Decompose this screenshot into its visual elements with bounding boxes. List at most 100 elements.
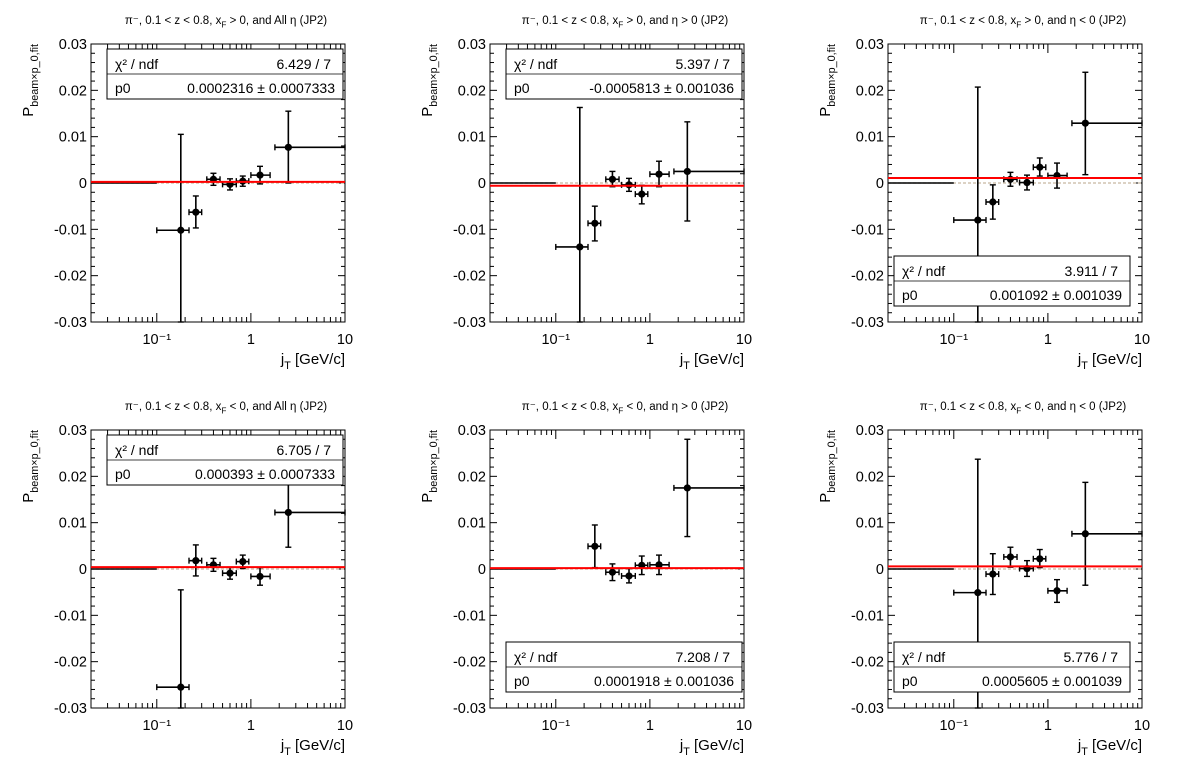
x-tick-label: 10⁻¹	[541, 718, 570, 734]
y-tick-label: 0.01	[59, 130, 87, 146]
data-point-group	[1032, 157, 1047, 177]
y-tick-label: 0.02	[856, 469, 884, 485]
x-axis-label: jT [GeV/c]	[1077, 351, 1142, 372]
stats-p0-value: 0.0002316 ± 0.0007333	[187, 80, 335, 96]
data-point	[177, 226, 185, 234]
data-point-group	[555, 106, 589, 323]
y-tick-label: -0.01	[851, 608, 884, 624]
data-point-group	[221, 566, 238, 580]
stats-p0-value: 0.0005605 ± 0.001039	[982, 673, 1122, 689]
x-tick-label: 10⁻¹	[939, 332, 968, 348]
stats-chi2-value: 7.208 / 7	[676, 649, 731, 665]
x-tick-label: 10	[1134, 718, 1150, 734]
y-tick-label: -0.02	[851, 269, 884, 285]
data-point-group	[985, 184, 1000, 220]
data-point-group	[985, 553, 1000, 596]
chart-panel: π⁻, 0.1 < z < 0.8, xF > 0, and η < 0 (JP…	[817, 15, 1150, 372]
data-point	[1036, 555, 1044, 563]
data-point-group	[649, 554, 670, 576]
data-point	[1006, 175, 1015, 183]
stats-p0-value: -0.0005813 ± 0.001036	[589, 80, 734, 96]
stats-box: χ² / ndf 6.705 / 7 p0 0.000393 ± 0.0007333	[106, 434, 344, 486]
data-point-group	[156, 133, 190, 323]
stats-chi2-value: 3.911 / 7	[1065, 263, 1119, 279]
y-tick-label: -0.01	[851, 222, 884, 238]
data-point-group	[1047, 162, 1068, 189]
data-point	[608, 175, 617, 183]
x-tick-label: 10⁻¹	[541, 332, 570, 348]
data-point	[576, 243, 584, 251]
data-point	[655, 561, 663, 569]
y-tick-label: 0	[478, 176, 486, 192]
stats-box: χ² / ndf 7.208 / 7 p0 0.0001918 ± 0.001036	[505, 641, 743, 693]
data-point-group	[634, 184, 649, 205]
data-point-group	[1003, 171, 1018, 187]
y-tick-label: 0.02	[59, 469, 87, 485]
y-tick-label: -0.03	[54, 315, 87, 331]
stats-chi2-value: 6.429 / 7	[277, 56, 332, 72]
y-axis-label-group: Pbeam×p_0,fit	[817, 430, 838, 503]
stats-p0-value: 0.0001918 ± 0.001036	[594, 673, 734, 689]
y-tick-label: -0.03	[851, 701, 884, 717]
chart-title: π⁻, 0.1 < z < 0.8, xF < 0, and η > 0 (JP…	[522, 401, 729, 416]
data-point	[284, 143, 292, 151]
y-tick-label: 0.03	[59, 37, 87, 53]
stats-chi2-label: χ² / ndf	[115, 56, 158, 72]
data-point-group	[587, 524, 602, 569]
y-tick-label: -0.02	[54, 655, 87, 671]
y-tick-label: 0	[876, 176, 884, 192]
data-point	[683, 484, 691, 492]
data-point	[989, 570, 997, 578]
data-point-group	[1018, 559, 1035, 578]
y-tick-label: 0.02	[59, 83, 87, 99]
data-point-group	[673, 438, 745, 538]
y-tick-label: 0	[876, 562, 884, 578]
stats-chi2-label: χ² / ndf	[514, 649, 557, 665]
data-point-group	[649, 160, 670, 188]
y-tick-label: -0.01	[453, 222, 486, 238]
x-tick-label: 1	[646, 332, 654, 348]
y-axis-label-group: Pbeam×p_0,fit	[20, 44, 41, 117]
y-tick-label: 0.01	[856, 516, 884, 532]
y-tick-label: 0.01	[856, 130, 884, 146]
data-point-group	[1047, 578, 1068, 604]
stats-chi2-label: χ² / ndf	[115, 442, 158, 458]
y-axis-label: Pbeam×p_0,fit	[20, 430, 41, 503]
data-point-group	[620, 567, 637, 584]
y-tick-label: 0.02	[458, 469, 486, 485]
chart-title: π⁻, 0.1 < z < 0.8, xF < 0, and All η (JP…	[125, 401, 327, 416]
stats-p0-value: 0.000393 ± 0.0007333	[195, 466, 335, 482]
chart-panel: π⁻, 0.1 < z < 0.8, xF > 0, and η > 0 (JP…	[419, 15, 752, 372]
data-point	[638, 190, 646, 198]
x-tick-label: 1	[247, 718, 255, 734]
x-tick-label: 1	[247, 332, 255, 348]
y-tick-label: 0.03	[458, 37, 486, 53]
y-tick-label: 0.01	[59, 516, 87, 532]
x-tick-label: 10⁻¹	[939, 718, 968, 734]
data-point	[974, 589, 982, 597]
x-tick-label: 10⁻¹	[142, 718, 171, 734]
y-axis-label-group: Pbeam×p_0,fit	[20, 430, 41, 503]
stats-chi2-label: χ² / ndf	[902, 263, 945, 279]
x-tick-label: 1	[646, 718, 654, 734]
data-point-group	[1003, 546, 1018, 568]
y-axis-label-group: Pbeam×p_0,fit	[817, 44, 838, 117]
stats-p0-label: p0	[514, 673, 530, 689]
x-axis-label: jT [GeV/c]	[679, 737, 744, 758]
y-tick-label: 0.01	[458, 130, 486, 146]
data-point	[284, 508, 292, 517]
stats-box: χ² / ndf 5.397 / 7 p0 -0.0005813 ± 0.001036	[505, 48, 743, 100]
stats-p0-label: p0	[902, 287, 918, 303]
stats-chi2-value: 5.397 / 7	[676, 56, 731, 72]
data-point	[608, 568, 617, 576]
stats-chi2-label: χ² / ndf	[514, 56, 557, 72]
stats-p0-label: p0	[902, 673, 918, 689]
chart-panel: π⁻, 0.1 < z < 0.8, xF > 0, and All η (JP…	[20, 15, 353, 372]
data-point-group	[1032, 548, 1047, 569]
y-tick-label: 0	[478, 562, 486, 578]
y-axis-label-group: Pbeam×p_0,fit	[419, 430, 440, 503]
stats-chi2-value: 5.776 / 7	[1064, 649, 1119, 665]
chart-title: π⁻, 0.1 < z < 0.8, xF > 0, and All η (JP…	[125, 15, 327, 30]
stats-p0-value: 0.001092 ± 0.001039	[990, 287, 1122, 303]
y-axis-label: Pbeam×p_0,fit	[20, 44, 41, 117]
